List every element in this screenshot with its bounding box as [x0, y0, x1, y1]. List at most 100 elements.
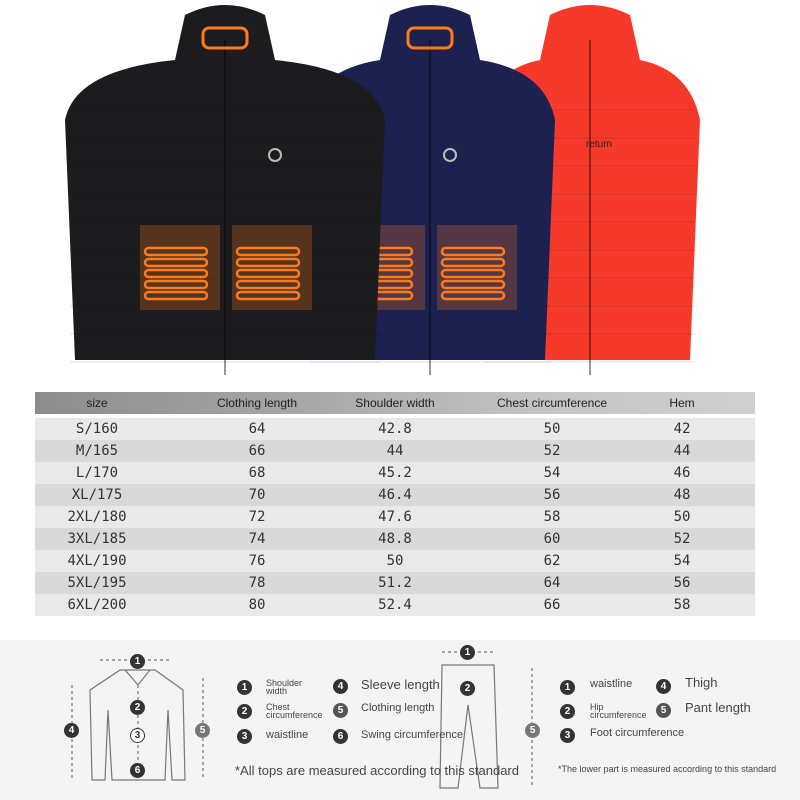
heating-pad-strip: [440, 246, 506, 257]
table-cell: 52: [543, 443, 561, 459]
power-button-icon: [443, 148, 457, 162]
header-shoulder-width: Shoulder width: [355, 396, 435, 410]
table-cell: 3XL/185: [67, 531, 127, 547]
heating-pad-collar: [406, 26, 454, 50]
overlay-text: return: [586, 139, 613, 150]
bottoms-num-5: 5: [656, 703, 671, 718]
table-cell: 6XL/200: [67, 597, 127, 613]
heating-pad-strip: [143, 257, 209, 268]
heating-pad-strip: [143, 290, 209, 301]
table-row: S/160 64 42.8 50 42: [35, 418, 755, 440]
bottoms-num-4: 4: [656, 679, 671, 694]
table-row: L/170 68 45.2 54 46: [35, 462, 755, 484]
table-row: 5XL/195 78 51.2 64 56: [35, 572, 755, 594]
bottoms-item-pant-length: Pant length: [685, 700, 751, 715]
jackets-illustration: [65, 5, 700, 375]
table-row: M/165 66 44 52 44: [35, 440, 755, 462]
tops-item-sleeve: Sleeve length: [361, 677, 440, 692]
heating-pad-strip: [440, 279, 506, 290]
table-cell: 60: [543, 531, 561, 547]
bottoms-item-hip: Hip circumference: [590, 702, 647, 720]
bottoms-num-3: 3: [560, 728, 575, 743]
table-cell: 48: [673, 487, 691, 503]
table-cell: 44: [673, 443, 691, 459]
table-row: XL/175 70 46.4 56 48: [35, 484, 755, 506]
table-cell: 2XL/180: [67, 509, 127, 525]
pants-marker-2: 2: [460, 681, 475, 696]
heating-pad-strip: [235, 290, 301, 301]
marker-6: 6: [130, 763, 145, 778]
heating-pad-strip: [143, 268, 209, 279]
table-cell: 74: [248, 531, 266, 547]
table-cell: XL/175: [71, 487, 123, 503]
heating-glow: [437, 225, 517, 310]
marker-2: 2: [130, 700, 145, 715]
heating-pad-strip: [235, 246, 301, 257]
measurement-guide: 1 2 3 4 5 6 1 Shoulder width 2 Chest cir…: [0, 640, 800, 800]
table-cell: 58: [543, 509, 561, 525]
power-button-icon: [268, 148, 282, 162]
tops-item-swing: Swing circumference: [361, 729, 464, 741]
heating-pad-strip: [235, 268, 301, 279]
table-row: 4XL/190 76 50 62 54: [35, 550, 755, 572]
table-cell: 54: [673, 553, 691, 569]
table-cell: L/170: [75, 465, 119, 481]
table-cell: M/165: [75, 443, 119, 459]
heating-pad-strip: [143, 279, 209, 290]
tops-num-4: 4: [333, 679, 348, 694]
table-cell: 5XL/195: [67, 575, 127, 591]
heating-pad-strip: [440, 290, 506, 301]
size-table: size Clothing length Shoulder width Ches…: [35, 392, 755, 616]
table-cell: 50: [543, 421, 561, 437]
marker-3: 3: [130, 728, 145, 743]
table-cell: 52.4: [378, 597, 412, 613]
table-cell: 47.6: [378, 509, 412, 525]
tops-num-1: 1: [237, 680, 252, 695]
tops-num-2: 2: [237, 704, 252, 719]
table-cell: 48.8: [378, 531, 412, 547]
header-clothing-length: Clothing length: [216, 396, 298, 410]
table-cell: 4XL/190: [67, 553, 127, 569]
table-cell: 56: [673, 575, 691, 591]
bottoms-item-thigh: Thigh: [685, 675, 718, 690]
table-cell: 68: [248, 465, 266, 481]
marker-1: 1: [130, 654, 145, 669]
table-cell: 44: [386, 443, 404, 459]
tops-note: *All tops are measured according to this…: [235, 763, 519, 778]
table-cell: 64: [248, 421, 266, 437]
marker-4: 4: [64, 723, 79, 738]
header-hem: Hem: [669, 396, 695, 410]
table-cell: 72: [248, 509, 266, 525]
tops-item-waistline: waistline: [266, 729, 309, 741]
table-cell: 78: [248, 575, 266, 591]
table-cell: 76: [248, 553, 266, 569]
table-cell: 70: [248, 487, 266, 503]
table-cell: 52: [673, 531, 691, 547]
product-photo-jackets: return: [0, 0, 800, 385]
bottoms-num-2: 2: [560, 704, 575, 719]
marker-5: 5: [195, 723, 210, 738]
table-cell: 56: [543, 487, 561, 503]
table-cell: 58: [673, 597, 691, 613]
table-cell: S/160: [75, 421, 119, 437]
table-cell: 45.2: [378, 465, 412, 481]
pants-marker-5: 5: [525, 723, 540, 738]
bottoms-note: *The lower part is measured according to…: [558, 764, 777, 774]
header-size: size: [86, 396, 108, 410]
heating-pad-strip: [440, 257, 506, 268]
shirt-diagram: [71, 659, 204, 781]
table-cell: 64: [543, 575, 561, 591]
size-table-header: size Clothing length Shoulder width Ches…: [35, 392, 755, 414]
header-chest-circumference: Chest circumference: [496, 396, 608, 410]
table-row: 3XL/185 74 48.8 60 52: [35, 528, 755, 550]
table-cell: 50: [673, 509, 691, 525]
table-cell: 54: [543, 465, 561, 481]
bottoms-item-foot: Foot circumference: [590, 727, 685, 739]
bottoms-item-waistline: waistline: [590, 678, 633, 690]
table-cell: 42: [673, 421, 691, 437]
heating-glow: [232, 225, 312, 310]
heating-pad-collar: [201, 26, 249, 50]
tops-item-shoulder: Shoulder width: [266, 678, 303, 696]
heating-pad-strip: [235, 279, 301, 290]
table-cell: 46.4: [378, 487, 412, 503]
